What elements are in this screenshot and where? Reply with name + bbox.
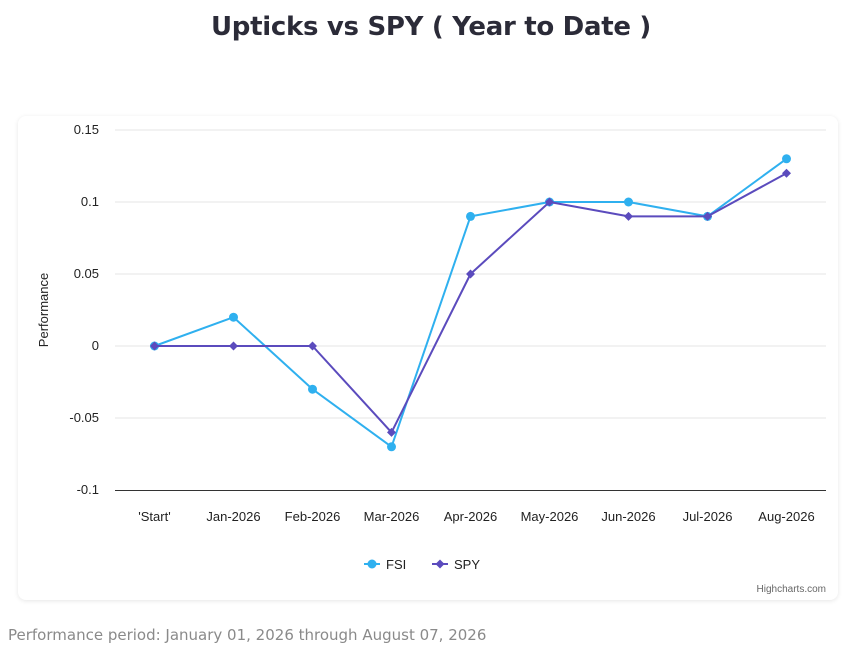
legend-symbol-spy[interactable] [435, 559, 445, 569]
x-tick-label: Feb-2026 [285, 509, 341, 524]
data-point-fsi[interactable] [624, 197, 633, 207]
y-tick-label: 0 [92, 338, 99, 353]
data-point-spy[interactable] [624, 211, 633, 221]
data-point-fsi[interactable] [229, 312, 238, 322]
data-point-fsi[interactable] [308, 384, 317, 394]
legend-item-spy[interactable]: SPY [454, 557, 480, 572]
line-chart: 0.15 0.1 0.05 0 -0.05 -0.1 'Start' Jan-2026 Feb-… [36, 122, 826, 572]
y-tick-label: -0.1 [77, 482, 99, 497]
x-tick-label: Apr-2026 [444, 509, 497, 524]
data-point-spy[interactable] [466, 269, 475, 279]
legend-item-fsi[interactable]: FSI [386, 557, 406, 572]
y-tick-label: 0.05 [74, 266, 99, 281]
performance-period-note: Performance period: January 01, 2026 thr… [8, 626, 487, 644]
data-point-spy[interactable] [387, 427, 396, 437]
data-point-spy[interactable] [308, 341, 317, 351]
data-point-fsi[interactable] [782, 154, 791, 164]
x-tick-label: Jun-2026 [601, 509, 655, 524]
x-tick-label: Jan-2026 [206, 509, 260, 524]
x-tick-label: Aug-2026 [758, 509, 814, 524]
data-point-fsi[interactable] [466, 211, 475, 221]
y-tick-label: -0.05 [69, 410, 99, 425]
chart-container: 0.15 0.1 0.05 0 -0.05 -0.1 'Start' Jan-2026 Feb-… [18, 116, 838, 600]
data-point-spy[interactable] [229, 341, 238, 351]
highcharts-credits[interactable]: Highcharts.com [756, 584, 826, 595]
x-tick-label: Mar-2026 [364, 509, 420, 524]
y-axis-title: Performance [36, 273, 51, 347]
data-point-spy[interactable] [545, 197, 554, 207]
x-tick-label: May-2026 [521, 509, 579, 524]
x-tick-label: 'Start' [138, 509, 170, 524]
data-point-spy[interactable] [150, 341, 159, 351]
legend-symbol-fsi[interactable] [367, 559, 377, 569]
x-tick-label: Jul-2026 [683, 509, 733, 524]
y-tick-label: 0.15 [74, 122, 99, 137]
data-point-spy[interactable] [782, 168, 791, 178]
data-point-spy[interactable] [703, 211, 712, 221]
y-tick-label: 0.1 [81, 194, 99, 209]
data-point-fsi[interactable] [387, 442, 396, 452]
chart-title: Upticks vs SPY ( Year to Date ) [210, 12, 652, 42]
